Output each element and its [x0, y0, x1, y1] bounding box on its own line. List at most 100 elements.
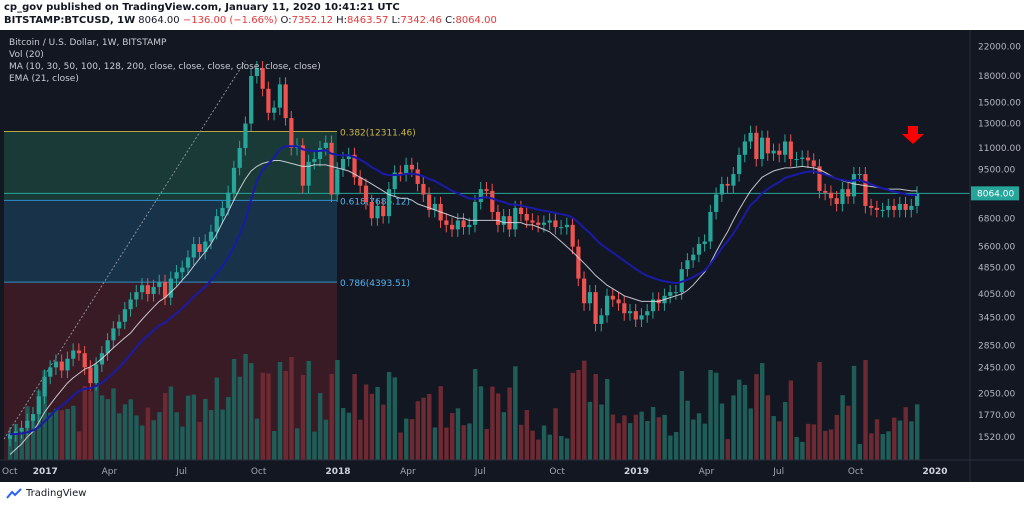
candle [593, 292, 598, 324]
candle [714, 194, 719, 212]
x-tick-label: 2018 [325, 467, 350, 477]
volume-bar [524, 410, 530, 460]
y-tick-label: 6800.00 [978, 214, 1015, 224]
candle [53, 361, 59, 368]
volume-bar [352, 374, 357, 460]
y-tick-label: 18000.00 [978, 72, 1021, 82]
candle [157, 281, 162, 287]
candle [306, 161, 311, 186]
candle [897, 203, 902, 210]
candle [501, 216, 506, 225]
volume-bar [559, 436, 564, 460]
candle [742, 141, 747, 155]
candle [777, 150, 782, 155]
volume-bar [82, 386, 88, 460]
volume-bar [134, 415, 139, 460]
trend-line [3, 60, 246, 440]
price-chart[interactable]: 0.382(12311.46) 0.618(7686.12) 0.786(4393.… [0, 30, 1024, 482]
candle [203, 241, 208, 252]
volume-bar [685, 400, 690, 460]
candle [272, 107, 277, 113]
candle [696, 244, 702, 255]
candle [828, 192, 834, 199]
low-value: 7342.46 [400, 15, 442, 26]
candle [851, 174, 857, 197]
candle [88, 367, 93, 384]
volume-bar [203, 398, 208, 460]
candle [134, 292, 139, 300]
candle [409, 164, 415, 170]
volume-bar [254, 418, 260, 460]
volume-bar [788, 380, 794, 460]
candle [788, 141, 793, 160]
candle [627, 311, 633, 314]
volume-bar [409, 419, 415, 460]
candle [117, 321, 122, 329]
volume-bar [260, 372, 265, 460]
volume-legend: Vol (20) [9, 50, 44, 60]
down-arrow-icon [902, 125, 924, 144]
y-tick-label: 22000.00 [978, 43, 1021, 53]
volume-bar [857, 444, 862, 460]
volume-bar [42, 370, 47, 460]
volume-bar [157, 412, 162, 460]
candle [151, 286, 156, 294]
volume-bar [737, 379, 742, 460]
volume-bar [731, 395, 736, 460]
candle [335, 169, 340, 195]
candle [289, 118, 294, 148]
candle [404, 164, 409, 175]
candle [226, 192, 231, 208]
volume-bar [777, 421, 782, 460]
volume-bar [760, 363, 765, 460]
x-tick-label: 2020 [922, 467, 947, 477]
y-tick-label: 4050.00 [978, 290, 1015, 300]
fib-label: 0.786(4393.51) [340, 279, 410, 289]
candle [484, 189, 489, 191]
volume-bar [828, 429, 834, 460]
volume-bar [662, 414, 667, 460]
candle [576, 246, 581, 279]
volume-bar [915, 404, 920, 460]
candle [834, 198, 839, 204]
candle [639, 315, 644, 320]
volume-bar [863, 360, 868, 460]
volume-bar [105, 399, 110, 460]
candle [191, 244, 196, 258]
candle [111, 328, 116, 341]
volume-bar [765, 395, 771, 460]
candle [283, 84, 288, 119]
candle [536, 222, 541, 225]
volume-bar [312, 431, 317, 460]
x-tick-label: Jul [474, 467, 486, 477]
tradingview-logo-icon [6, 488, 22, 499]
volume-bar [714, 372, 719, 460]
candle [180, 267, 185, 273]
volume-bar [36, 390, 42, 460]
volume-bar [570, 372, 575, 460]
candle [559, 227, 564, 229]
candle [455, 220, 460, 230]
volume-bar [794, 437, 799, 460]
volume-bar [340, 408, 346, 460]
volume-bar [300, 375, 306, 460]
volume-bar [880, 434, 885, 460]
candle [381, 205, 386, 217]
volume-bar [283, 371, 288, 460]
candle [168, 278, 173, 298]
volume-bar [392, 377, 398, 460]
y-tick-label: 15000.00 [978, 99, 1021, 109]
volume-bar [610, 414, 616, 460]
y-tick-label: 2450.00 [978, 363, 1015, 373]
candle [140, 285, 145, 293]
volume-bar [65, 409, 70, 460]
volume-bar [122, 404, 128, 460]
volume-bar [197, 421, 202, 460]
volume-bar [289, 357, 294, 460]
volume-bar [243, 354, 248, 460]
candle [800, 157, 805, 160]
x-tick-label: Oct [848, 467, 864, 477]
fib-zone-0618 [4, 200, 337, 283]
ema-line [9, 145, 918, 436]
candle [490, 190, 495, 212]
